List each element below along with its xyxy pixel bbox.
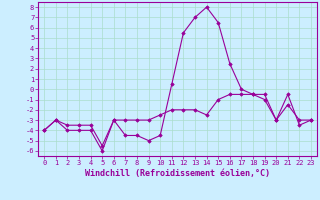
X-axis label: Windchill (Refroidissement éolien,°C): Windchill (Refroidissement éolien,°C) — [85, 169, 270, 178]
